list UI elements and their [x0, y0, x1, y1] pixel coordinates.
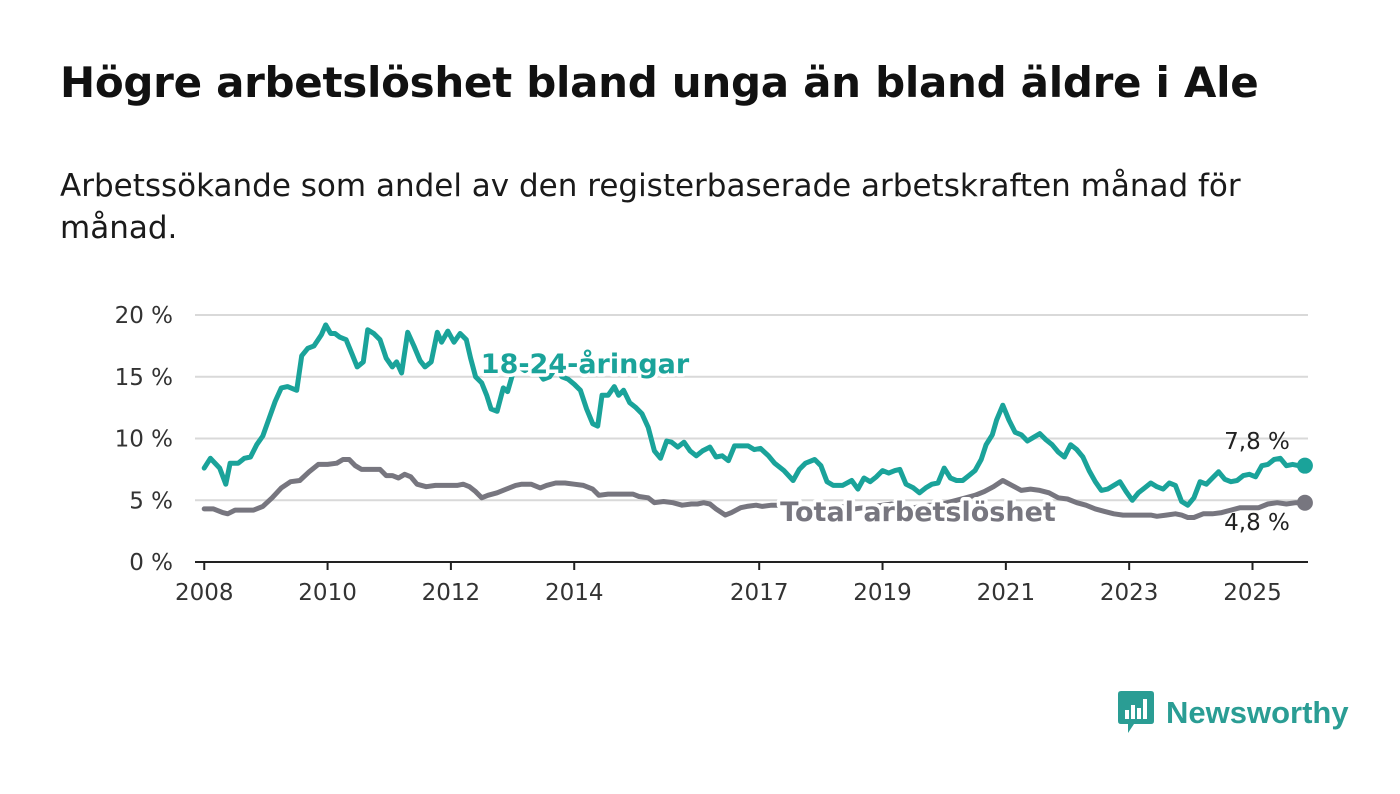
x-tick-label: 2017 — [730, 580, 789, 606]
y-tick-label: 15 % — [115, 365, 173, 391]
grid-layer — [195, 314, 1308, 502]
series-line-youth — [201, 322, 1308, 508]
series-line-youth-end-dot — [1296, 457, 1313, 474]
series-label-total: Total arbetslöshet — [780, 497, 1056, 528]
x-tick-label: 2014 — [545, 580, 604, 606]
y-tick-label: 10 % — [115, 427, 173, 453]
y-tick-label: 5 % — [129, 488, 173, 514]
end-label-youth: 7,8 % — [1224, 429, 1290, 455]
chart-title: Högre arbetslöshet bland unga än bland ä… — [60, 58, 1259, 107]
end-label-total: 4,8 % — [1224, 510, 1290, 536]
series-line-total — [201, 457, 1308, 520]
x-tick-label: 2025 — [1223, 580, 1282, 606]
bar-chart-speech-bubble-icon — [1118, 691, 1154, 733]
x-tick-label: 2008 — [175, 580, 234, 606]
x-tick-label: 2021 — [977, 580, 1036, 606]
series-labels: 18-24-åringar Total arbetslöshet 7,8 % 4… — [477, 345, 1290, 537]
newsworthy-logo[interactable]: Newsworthy — [1118, 690, 1349, 736]
logo-text: Newsworthy — [1166, 695, 1349, 730]
series-label-youth: 18-24-åringar — [481, 348, 690, 380]
y-tick-label: 20 % — [115, 303, 173, 329]
chart-subtitle: Arbetssökande som andel av den registerb… — [60, 168, 1241, 246]
series-line-total-end-dot — [1296, 494, 1313, 511]
x-tick-label: 2012 — [422, 580, 481, 606]
y-axis-ticks: 0 % 5 % 10 % 15 % 20 % — [115, 303, 173, 576]
x-tick-label: 2023 — [1100, 580, 1159, 606]
x-tick-label: 2010 — [298, 580, 357, 606]
x-tick-label: 2019 — [853, 580, 912, 606]
series-layer — [201, 322, 1313, 520]
y-tick-label: 0 % — [129, 550, 173, 576]
x-axis-ticks: 2008 2010 2012 2014 2017 2019 2021 2023 2025 — [175, 562, 1282, 606]
